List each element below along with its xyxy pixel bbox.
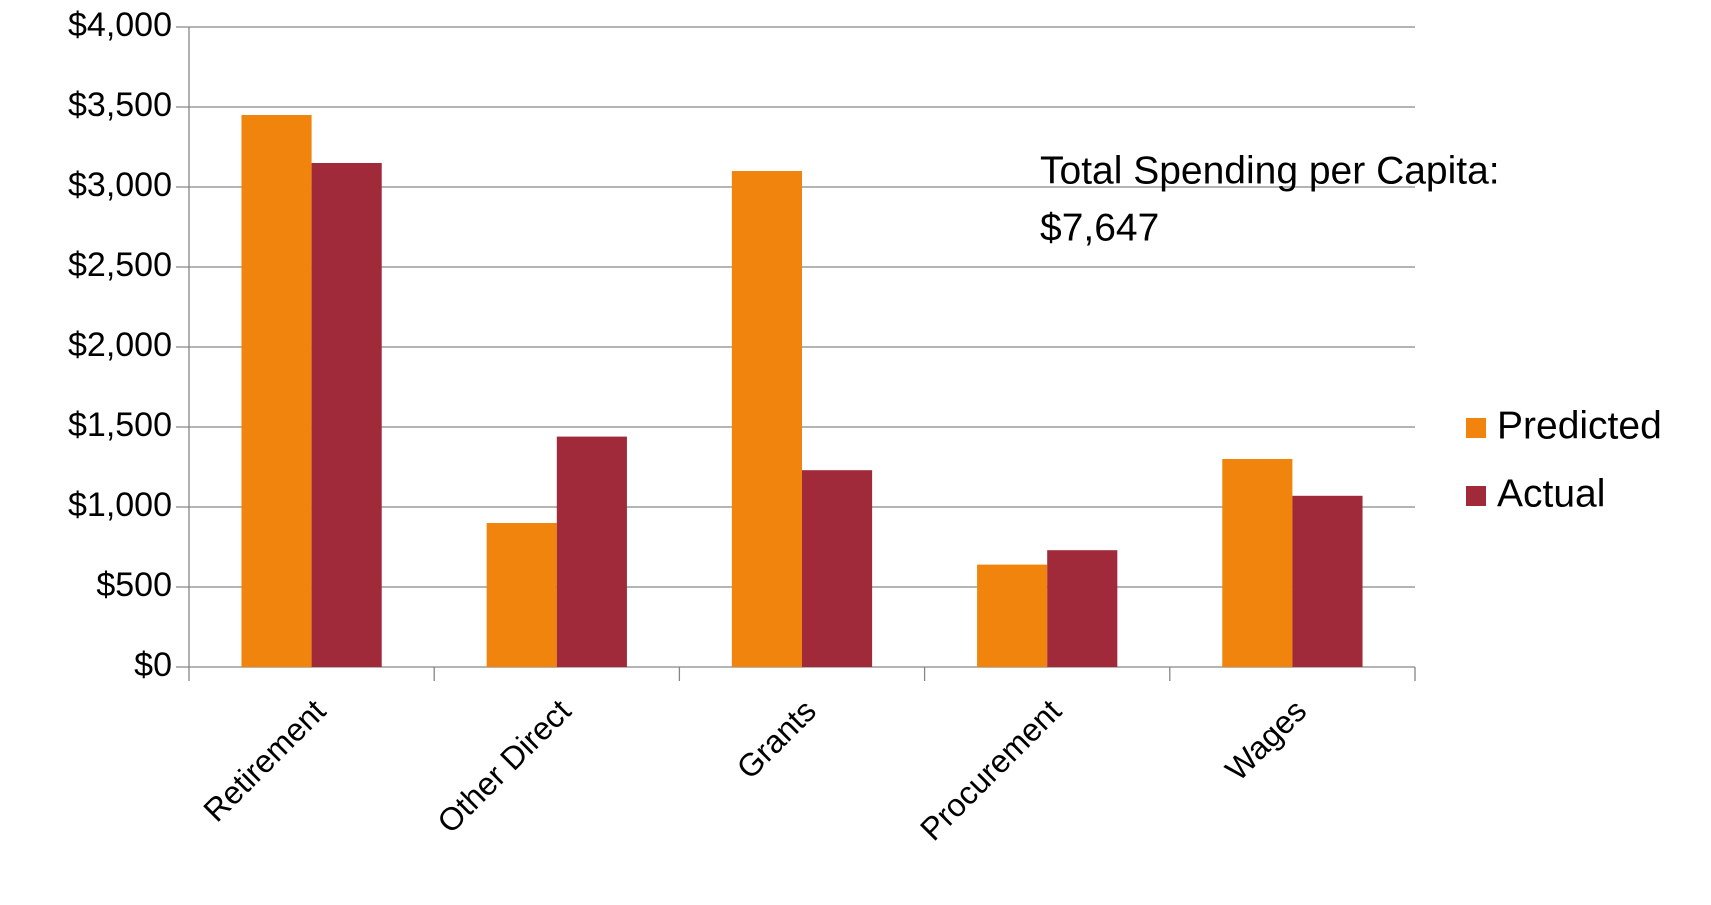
y-tick-label: $1,000 (68, 486, 172, 524)
bar (1047, 550, 1118, 667)
annotation: $7,647 (1040, 206, 1159, 249)
y-tick-label: $4,000 (68, 6, 172, 44)
bar (802, 470, 873, 667)
legend-label: Predicted (1497, 404, 1662, 447)
y-tick-label: $1,500 (68, 406, 172, 444)
bar (241, 115, 312, 667)
annotation: Total Spending per Capita: (1040, 149, 1500, 192)
y-tick-label: $2,500 (68, 246, 172, 284)
legend-label: Actual (1497, 472, 1605, 515)
y-tick-label: $3,000 (68, 166, 172, 204)
y-tick-label: $500 (96, 566, 172, 604)
bar (311, 163, 382, 667)
bar (1222, 459, 1293, 667)
x-tick-label: Retirement (196, 692, 332, 828)
bar (486, 523, 557, 667)
bar (977, 564, 1048, 667)
bar (556, 436, 627, 667)
x-tick-label: Grants (730, 692, 823, 785)
x-tick-label: Procurement (913, 692, 1068, 847)
legend-swatch (1466, 486, 1486, 506)
bar (731, 171, 802, 667)
bar (1292, 495, 1363, 667)
y-tick-label: $0 (134, 646, 172, 684)
legend-swatch (1466, 418, 1486, 438)
x-tick-label: Wages (1218, 692, 1313, 787)
y-tick-label: $3,500 (68, 86, 172, 124)
y-tick-label: $2,000 (68, 326, 172, 364)
x-tick-label: Other Direct (430, 692, 577, 839)
